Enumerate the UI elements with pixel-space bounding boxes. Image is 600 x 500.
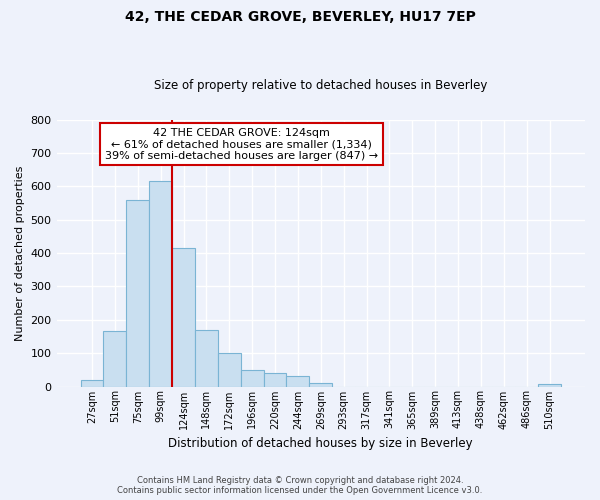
- Bar: [263, 373, 286, 386]
- Bar: [241, 370, 263, 386]
- Bar: [172, 248, 195, 386]
- Bar: [310, 383, 332, 386]
- Text: 42 THE CEDAR GROVE: 124sqm
← 61% of detached houses are smaller (1,334)
39% of s: 42 THE CEDAR GROVE: 124sqm ← 61% of deta…: [105, 128, 378, 161]
- Y-axis label: Number of detached properties: Number of detached properties: [15, 166, 25, 340]
- Text: Contains HM Land Registry data © Crown copyright and database right 2024.
Contai: Contains HM Land Registry data © Crown c…: [118, 476, 482, 495]
- Bar: [80, 380, 103, 386]
- Text: 42, THE CEDAR GROVE, BEVERLEY, HU17 7EP: 42, THE CEDAR GROVE, BEVERLEY, HU17 7EP: [125, 10, 475, 24]
- Bar: [103, 332, 127, 386]
- Bar: [218, 353, 241, 386]
- Bar: [286, 376, 310, 386]
- Bar: [538, 384, 561, 386]
- Bar: [195, 330, 218, 386]
- X-axis label: Distribution of detached houses by size in Beverley: Distribution of detached houses by size …: [169, 437, 473, 450]
- Bar: [149, 182, 172, 386]
- Title: Size of property relative to detached houses in Beverley: Size of property relative to detached ho…: [154, 79, 487, 92]
- Bar: [127, 200, 149, 386]
